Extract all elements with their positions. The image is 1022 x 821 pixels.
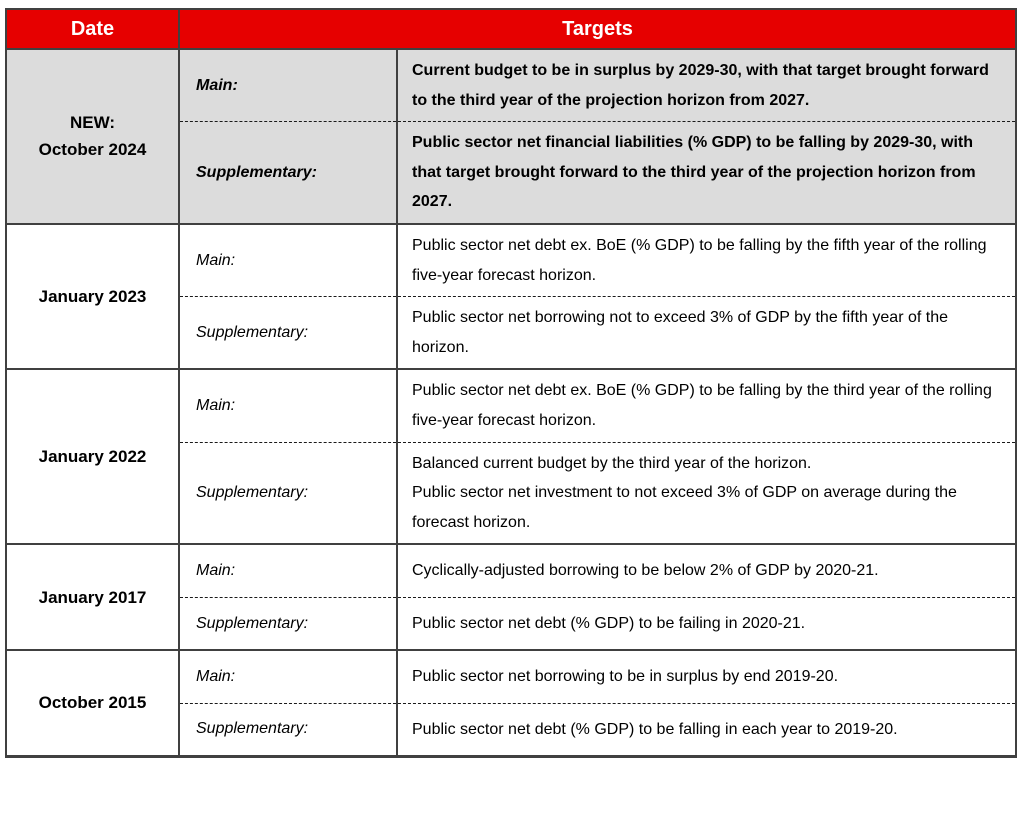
- target-type-label: Supplementary:: [179, 597, 398, 651]
- date-line: NEW:: [69, 113, 115, 133]
- target-text: Public sector net debt ex. BoE (% GDP) t…: [397, 222, 1017, 298]
- target-row: January 2017 Main: Cyclically-adjusted bor…: [6, 543, 1017, 651]
- target-type-label: Supplementary:: [179, 442, 398, 545]
- date-line: October 2024: [38, 140, 147, 160]
- target-text: Public sector net borrowing to be in sur…: [397, 649, 1017, 704]
- target-type-label: Supplementary:: [179, 296, 398, 370]
- date-line: January 2023: [38, 287, 147, 307]
- target-text: Public sector net debt (% GDP) to be fai…: [412, 614, 806, 632]
- date-line: January 2017: [38, 587, 147, 607]
- target-text: Public sector net debt ex. BoE (% GDP) t…: [397, 368, 1017, 443]
- column-header-targets: Targets: [179, 9, 1017, 49]
- date-line: January 2022: [38, 447, 147, 467]
- date-cell: January 2022: [6, 368, 180, 545]
- target-row: Supplementary: Public sector net debt (% …: [6, 597, 1016, 651]
- column-header-date: Date: [6, 9, 180, 49]
- target-type-label: Main:: [179, 48, 398, 123]
- target-type-label: Main:: [179, 222, 398, 298]
- target-type-label: Supplementary:: [179, 121, 398, 224]
- target-type-label: Main:: [179, 368, 398, 443]
- date-cell: January 2023: [6, 222, 180, 370]
- target-text: Current budget to be in surplus by 2029-…: [397, 48, 1017, 123]
- target-text: Balanced current budget by the third yea…: [412, 454, 957, 531]
- target-row: October 2015 Main: Public sector net borro…: [6, 649, 1017, 757]
- table-body: NEW: October 2024 Main: Current budget to b…: [6, 48, 1017, 757]
- target-text: Public sector net debt (% GDP) to be fal…: [412, 720, 898, 738]
- target-row: NEW: October 2024 Main: Current budget to b…: [6, 48, 1017, 224]
- target-row: Supplementary: Public sector net debt (% …: [6, 703, 1016, 757]
- date-line: October 2015: [38, 693, 147, 713]
- target-text: Public sector net financial liabilities …: [397, 121, 1017, 224]
- date-cell: January 2017: [6, 543, 180, 651]
- table-header-row: Date Targets: [6, 9, 1017, 49]
- target-type-label: Main:: [179, 649, 398, 704]
- target-row: January 2023 Main: Public sector net debt …: [6, 222, 1017, 370]
- target-text: Cyclically-adjusted borrowing to be belo…: [397, 543, 1017, 598]
- target-row: Supplementary: Public sector net financia…: [6, 121, 1017, 224]
- date-cell: NEW: October 2024: [6, 48, 180, 224]
- target-row: January 2022 Main: Public sector net debt …: [6, 368, 1017, 545]
- date-cell: October 2015: [6, 649, 180, 757]
- target-row: Supplementary: Balanced current budget by…: [6, 442, 1016, 545]
- target-type-label: Main:: [179, 543, 398, 598]
- target-row: Supplementary: Public sector net borrowin…: [6, 296, 1016, 370]
- fiscal-targets-table: Date Targets NEW: October 2024 Main: Curren…: [5, 8, 1018, 758]
- target-text: Public sector net borrowing not to excee…: [412, 309, 948, 356]
- target-type-label: Supplementary:: [179, 703, 398, 757]
